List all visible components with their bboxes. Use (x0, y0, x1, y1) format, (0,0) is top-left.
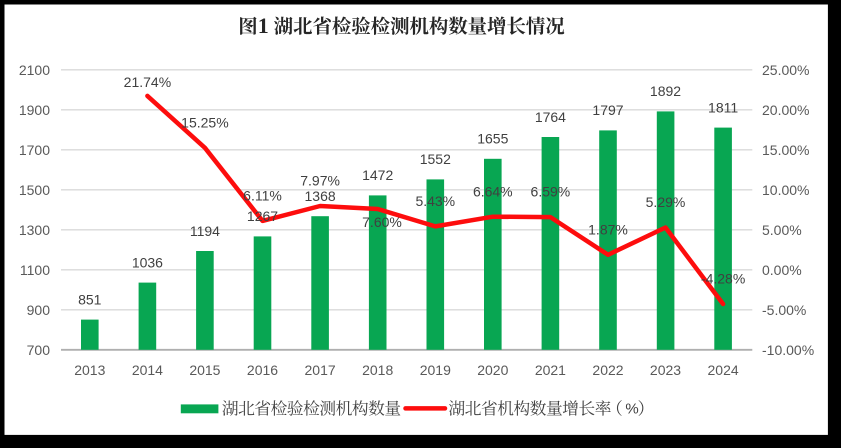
svg-text:7.60%: 7.60% (362, 214, 402, 230)
svg-text:851: 851 (78, 291, 102, 307)
svg-text:5.00%: 5.00% (762, 222, 802, 238)
svg-text:21.74%: 21.74% (124, 74, 171, 90)
svg-text:5.29%: 5.29% (646, 194, 686, 210)
svg-text:1892: 1892 (650, 83, 681, 99)
svg-text:2015: 2015 (189, 362, 220, 378)
svg-text:-5.00%: -5.00% (762, 302, 806, 318)
svg-text:1194: 1194 (190, 223, 220, 239)
svg-text:6.64%: 6.64% (473, 183, 513, 199)
svg-text:2021: 2021 (535, 362, 566, 378)
svg-text:1500: 1500 (19, 182, 50, 198)
svg-text:7.97%: 7.97% (300, 173, 340, 189)
svg-text:1797: 1797 (592, 102, 623, 118)
svg-text:1700: 1700 (19, 142, 50, 158)
svg-text:2100: 2100 (19, 62, 50, 78)
svg-text:1036: 1036 (132, 254, 163, 270)
svg-text:2016: 2016 (247, 362, 278, 378)
svg-text:1.87%: 1.87% (588, 222, 628, 238)
svg-text:15.00%: 15.00% (762, 142, 809, 158)
svg-text:6.59%: 6.59% (531, 184, 571, 200)
svg-text:2017: 2017 (305, 362, 336, 378)
svg-text:1900: 1900 (19, 102, 50, 118)
svg-text:1811: 1811 (708, 99, 738, 115)
svg-text:20.00%: 20.00% (762, 102, 809, 118)
svg-text:2024: 2024 (708, 362, 739, 378)
svg-text:900: 900 (27, 302, 51, 318)
svg-text:6.11%: 6.11% (243, 188, 282, 204)
svg-text:1: 1 (258, 13, 269, 38)
svg-text:1764: 1764 (535, 109, 566, 125)
svg-text:2014: 2014 (132, 362, 163, 378)
svg-text:2019: 2019 (420, 362, 451, 378)
svg-text:%: % (625, 401, 638, 418)
svg-text:2023: 2023 (650, 362, 681, 378)
svg-text:1100: 1100 (20, 262, 50, 278)
svg-text:2018: 2018 (362, 362, 393, 378)
svg-text:1267: 1267 (247, 208, 278, 224)
svg-text:-4.28%: -4.28% (701, 271, 745, 287)
svg-text:5.43%: 5.43% (415, 193, 455, 209)
svg-text:700: 700 (27, 342, 51, 358)
svg-text:1368: 1368 (305, 188, 336, 204)
svg-text:2022: 2022 (592, 362, 623, 378)
svg-text:10.00%: 10.00% (762, 182, 809, 198)
svg-text:1472: 1472 (362, 167, 393, 183)
svg-text:-10.00%: -10.00% (762, 342, 814, 358)
svg-text:0.00%: 0.00% (762, 262, 802, 278)
svg-text:1552: 1552 (420, 151, 451, 167)
svg-text:2013: 2013 (74, 362, 105, 378)
svg-text:25.00%: 25.00% (762, 62, 809, 78)
svg-text:1300: 1300 (19, 222, 50, 238)
svg-text:2020: 2020 (477, 362, 508, 378)
svg-text:1655: 1655 (477, 131, 508, 147)
svg-text:15.25%: 15.25% (181, 115, 228, 131)
